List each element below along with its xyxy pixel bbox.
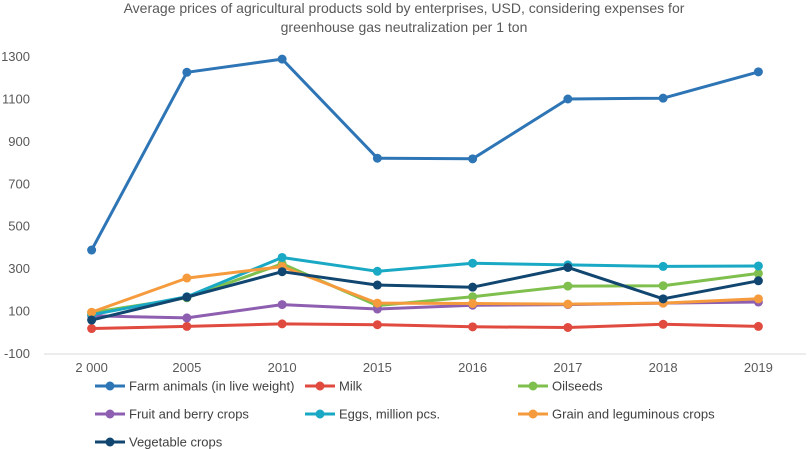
data-point: [277, 267, 287, 277]
data-point: [277, 54, 287, 64]
data-point: [372, 153, 382, 163]
data-point: [658, 261, 668, 271]
data-point: [658, 319, 668, 329]
legend-label: Farm animals (in live weight): [129, 379, 294, 394]
data-point: [87, 245, 97, 255]
data-point: [182, 273, 192, 283]
legend-item: Grain and leguminous crops: [518, 407, 715, 422]
legend-label: Oilseeds: [552, 379, 603, 394]
data-point: [277, 252, 287, 262]
y-tick-label: 1300: [1, 49, 30, 64]
chart-title-line-1: Average prices of agricultural products …: [124, 0, 685, 16]
data-point: [372, 266, 382, 276]
data-point: [87, 307, 97, 317]
x-tick-label: 2016: [458, 360, 487, 375]
data-point: [563, 322, 573, 332]
x-tick-label: 2018: [649, 360, 678, 375]
data-point: [753, 294, 763, 304]
series-line: [90, 57, 759, 251]
legend-label: Milk: [339, 379, 363, 394]
legend-marker: [315, 381, 325, 391]
legend-label: Eggs, million pcs.: [339, 407, 440, 422]
legend-item: Farm animals (in live weight): [95, 379, 294, 394]
series-layer: [87, 54, 763, 334]
series-6: [87, 262, 763, 325]
data-point: [87, 315, 97, 325]
series-line: [91, 322, 759, 330]
data-point: [468, 258, 478, 268]
legend-marker: [105, 409, 115, 419]
data-point: [277, 300, 287, 310]
x-tick-label: 2017: [553, 360, 582, 375]
data-point: [87, 324, 97, 334]
data-point: [468, 282, 478, 292]
y-tick-label: 300: [8, 261, 30, 276]
series-line: [91, 262, 759, 315]
x-tick-label: 2019: [744, 360, 773, 375]
data-point: [753, 276, 763, 286]
legend-label: Grain and leguminous crops: [552, 407, 715, 422]
data-point: [563, 281, 573, 291]
data-point: [182, 321, 192, 331]
y-tick-label: 900: [8, 134, 30, 149]
data-point: [563, 94, 573, 104]
series-line: [91, 265, 759, 322]
series-1: [87, 319, 763, 334]
legend-item: Milk: [305, 379, 363, 394]
x-tick-label: 2 000: [75, 360, 108, 375]
legend-label: Fruit and berry crops: [129, 407, 249, 422]
legend-marker: [315, 409, 325, 419]
data-point: [563, 299, 573, 309]
legend-item: Eggs, million pcs.: [305, 407, 440, 422]
data-point: [372, 280, 382, 290]
y-axis: -100 100 300 500 700 900 1100 1300: [1, 49, 30, 361]
legend-marker: [528, 409, 538, 419]
data-point: [658, 93, 668, 103]
data-point: [468, 322, 478, 332]
x-axis: 2 000 2005 2010 2015 2016 2017 2018 2019: [75, 360, 772, 375]
data-point: [182, 292, 192, 302]
y-tick-label: 100: [8, 304, 30, 319]
series-line: [91, 256, 759, 317]
data-point: [182, 67, 192, 77]
data-point: [182, 313, 192, 323]
data-point: [753, 67, 763, 77]
legend-marker: [528, 381, 538, 391]
data-point: [468, 292, 478, 302]
data-point: [372, 320, 382, 330]
legend-label: Vegetable crops: [129, 435, 223, 449]
data-point: [753, 261, 763, 271]
x-tick-label: 2010: [268, 360, 297, 375]
legend-marker: [105, 437, 115, 447]
series-0: [87, 54, 763, 255]
y-tick-label: -100: [4, 346, 30, 361]
x-tick-label: 2005: [172, 360, 201, 375]
data-point: [563, 262, 573, 272]
data-point: [372, 298, 382, 308]
data-point: [658, 294, 668, 304]
y-tick-label: 500: [8, 219, 30, 234]
y-tick-label: 1100: [2, 91, 30, 106]
series-line: [91, 265, 759, 314]
y-tick-label: 700: [8, 176, 30, 191]
data-point: [468, 299, 478, 309]
data-point: [277, 319, 287, 329]
legend-item: Fruit and berry crops: [95, 407, 249, 422]
legend: Farm animals (in live weight) Milk Oilseed…: [95, 379, 715, 449]
legend-item: Vegetable crops: [95, 435, 223, 449]
data-point: [468, 154, 478, 164]
data-point: [658, 281, 668, 291]
legend-item: Oilseeds: [518, 379, 603, 394]
legend-marker: [105, 381, 115, 391]
data-point: [753, 321, 763, 331]
x-tick-label: 2015: [363, 360, 392, 375]
chart-title-line-2: greenhouse gas neutralization per 1 ton: [281, 19, 528, 35]
data-point: [753, 268, 763, 278]
